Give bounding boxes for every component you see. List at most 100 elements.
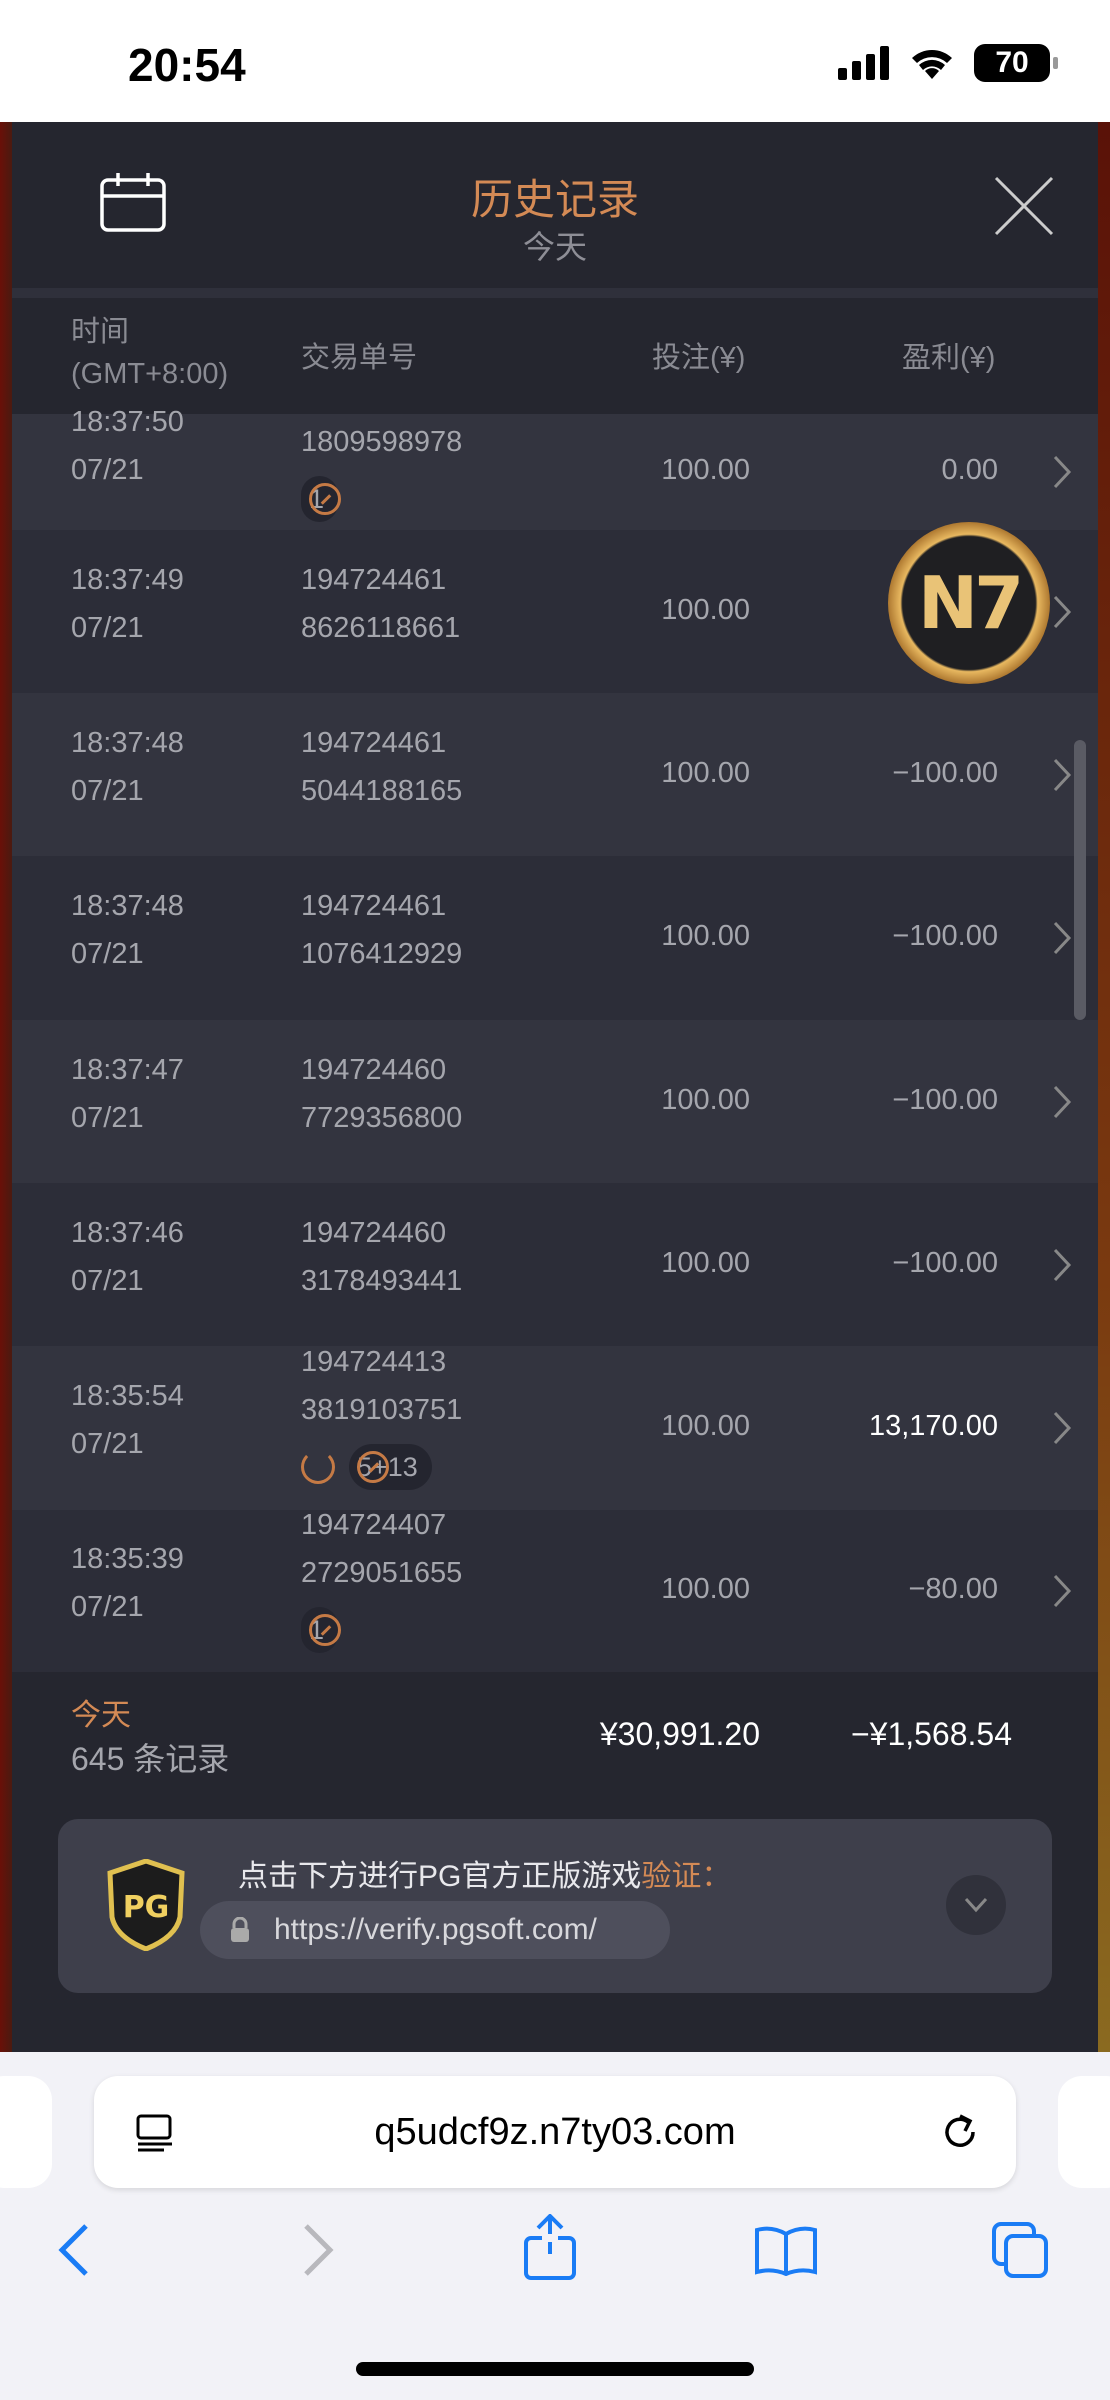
row-bet: 100.00 — [661, 756, 750, 789]
row-bet: 100.00 — [661, 593, 750, 626]
share-icon[interactable] — [522, 2214, 578, 2280]
history-panel: 历史记录 今天 时间 (GMT+8:00) 交易单号 投注(¥) 盈利(¥) 1… — [12, 122, 1098, 2052]
scrollbar[interactable] — [1074, 740, 1086, 1020]
bonus-badge: 5+13 — [349, 1444, 432, 1490]
chevron-right-icon[interactable] — [1052, 455, 1072, 489]
table-row[interactable]: 18:37:48 07/21 194724461 5044188165 100.00… — [12, 693, 1098, 856]
back-icon[interactable] — [56, 2222, 92, 2278]
row-txn-id-part1: 194724460 — [301, 1053, 447, 1086]
row-bet: 100.00 — [661, 920, 750, 952]
row-bet: 100.00 — [661, 1573, 750, 1605]
col-profit: 盈利(¥) — [902, 342, 996, 374]
address-bar[interactable]: q5udcf9z.n7ty03.com — [94, 2076, 1016, 2188]
row-profit: −100.00 — [892, 1246, 998, 1279]
row-txn-id-part2: 3178493441 — [301, 1264, 463, 1297]
summary-row: 今天 645 条记录 ¥30,991.20 −¥1,568.54 — [12, 1672, 1098, 1806]
reload-icon[interactable] — [940, 2112, 980, 2152]
table-row[interactable]: 18:35:39 07/21 194724407 2729051655 100.00… — [12, 1509, 1098, 1672]
wifi-icon — [912, 50, 952, 79]
table-header: 时间 (GMT+8:00) 交易单号 投注(¥) 盈利(¥) — [12, 298, 1098, 406]
bonus-badge: 1 — [301, 476, 341, 522]
row-date: 07/21 — [71, 1591, 144, 1623]
page-title: 历史记录 — [470, 176, 639, 223]
row-txn-id-part2: 7729356800 — [301, 1101, 463, 1134]
chevron-down-icon — [964, 1897, 988, 1913]
col-txn: 交易单号 — [301, 342, 418, 374]
svg-text:PG: PG — [123, 1890, 170, 1925]
row-time: 18:37:50 — [71, 406, 184, 438]
row-txn-id-part2: 1809598978 — [301, 426, 463, 458]
forward-icon[interactable] — [300, 2222, 336, 2278]
col-timezone: (GMT+8:00) — [71, 358, 229, 390]
row-time: 18:37:46 — [71, 1216, 184, 1249]
bookmarks-icon[interactable] — [754, 2226, 818, 2276]
row-time: 18:35:54 — [71, 1380, 184, 1412]
row-txn-id-part1: 194724460 — [301, 1216, 447, 1249]
row-date: 07/21 — [71, 454, 144, 486]
chevron-right-icon[interactable] — [1052, 1574, 1072, 1608]
bonus-icon — [309, 1614, 341, 1646]
browser-toolbar: q5udcf9z.n7ty03.com — [0, 2052, 1110, 2400]
table-row[interactable]: 18:35:54 07/21 194724413 3819103751 100.00… — [12, 1346, 1098, 1510]
verify-link[interactable]: https://verify.pgsoft.com/ — [200, 1901, 670, 1959]
row-time: 18:37:48 — [71, 726, 184, 759]
row-date: 07/21 — [71, 1264, 144, 1297]
calendar-icon[interactable] — [98, 172, 168, 234]
table-row[interactable]: 18:37:46 07/21 194724460 3178493441 100.00… — [12, 1183, 1098, 1346]
expand-button[interactable] — [946, 1875, 1006, 1935]
next-tab[interactable] — [1058, 2076, 1110, 2188]
verify-highlight: 验证： — [641, 1860, 732, 1893]
chevron-right-icon[interactable] — [1052, 1085, 1072, 1119]
pg-shield-logo: PG — [107, 1859, 185, 1951]
row-time: 18:35:39 — [71, 1543, 184, 1575]
status-bar: 20:54 70 — [0, 0, 1110, 122]
battery-icon: 70 — [974, 44, 1058, 82]
row-txn-id-part1: 194724461 — [301, 726, 447, 759]
verify-url: https://verify.pgsoft.com/ — [274, 1913, 597, 1946]
row-time: 18:37:48 — [71, 890, 184, 922]
row-txn-id-part2: 5044188165 — [301, 774, 463, 807]
row-txn-id-part2: 3819103751 — [301, 1394, 463, 1426]
row-txn-id-part2: 8626118661 — [301, 611, 461, 644]
date-filter[interactable]: 今天 — [522, 229, 587, 265]
summary-label: 今天 — [71, 1699, 131, 1732]
bonus-icon — [357, 1451, 389, 1483]
signal-icon — [838, 46, 889, 80]
chevron-right-icon[interactable] — [1052, 921, 1072, 955]
row-txn-id-part1: 194724413 — [301, 1346, 447, 1378]
chevron-right-icon[interactable] — [1052, 1411, 1072, 1445]
row-txn-id-part1: 194724461 — [301, 890, 447, 922]
row-time: 18:37:47 — [71, 1053, 184, 1086]
row-profit: −100.00 — [892, 1083, 998, 1116]
row-date: 07/21 — [71, 774, 144, 807]
row-txn-id-part1: 194724461 — [301, 563, 447, 596]
chevron-right-icon[interactable] — [1052, 595, 1072, 629]
n7-logo[interactable]: N7 — [888, 522, 1050, 684]
profit-total: −¥1,568.54 — [850, 1716, 1012, 1752]
col-time: 时间 — [71, 316, 130, 348]
close-icon[interactable] — [994, 176, 1054, 236]
table-row[interactable]: 18:37:50 07/21 1809598978 100.00 0.00 1 — [12, 406, 1098, 530]
row-profit: 0.00 — [941, 454, 998, 486]
bet-total: ¥30,991.20 — [599, 1716, 760, 1752]
prev-tab[interactable] — [0, 2076, 52, 2188]
clock: 20:54 — [128, 39, 246, 91]
panel-header: 历史记录 今天 — [12, 122, 1098, 298]
table-row[interactable]: 18:37:47 07/21 194724460 7729356800 100.00… — [12, 1020, 1098, 1183]
row-txn-id-part2: 1076412929 — [301, 938, 463, 970]
reader-icon[interactable] — [136, 2114, 176, 2152]
row-bet: 100.00 — [661, 1410, 750, 1442]
chevron-right-icon[interactable] — [1052, 758, 1072, 792]
row-bet: 100.00 — [661, 454, 750, 486]
verify-instruction: 点击下方进行PG官方正版游戏 — [238, 1860, 642, 1893]
record-count: 645 条记录 — [71, 1741, 230, 1777]
verify-card[interactable]: PG 点击下方进行PG官方正版游戏验证： https://verify.pgso… — [58, 1819, 1052, 1993]
free-spin-icon — [301, 1450, 335, 1484]
bonus-badge: 1 — [301, 1607, 341, 1653]
row-profit: −100.00 — [892, 756, 998, 789]
chevron-right-icon[interactable] — [1052, 1248, 1072, 1282]
tabs-icon[interactable] — [992, 2222, 1050, 2280]
row-txn-id-part1: 194724407 — [301, 1509, 447, 1541]
table-row[interactable]: 18:37:48 07/21 194724461 1076412929 100.00… — [12, 856, 1098, 1020]
row-date: 07/21 — [71, 611, 144, 644]
